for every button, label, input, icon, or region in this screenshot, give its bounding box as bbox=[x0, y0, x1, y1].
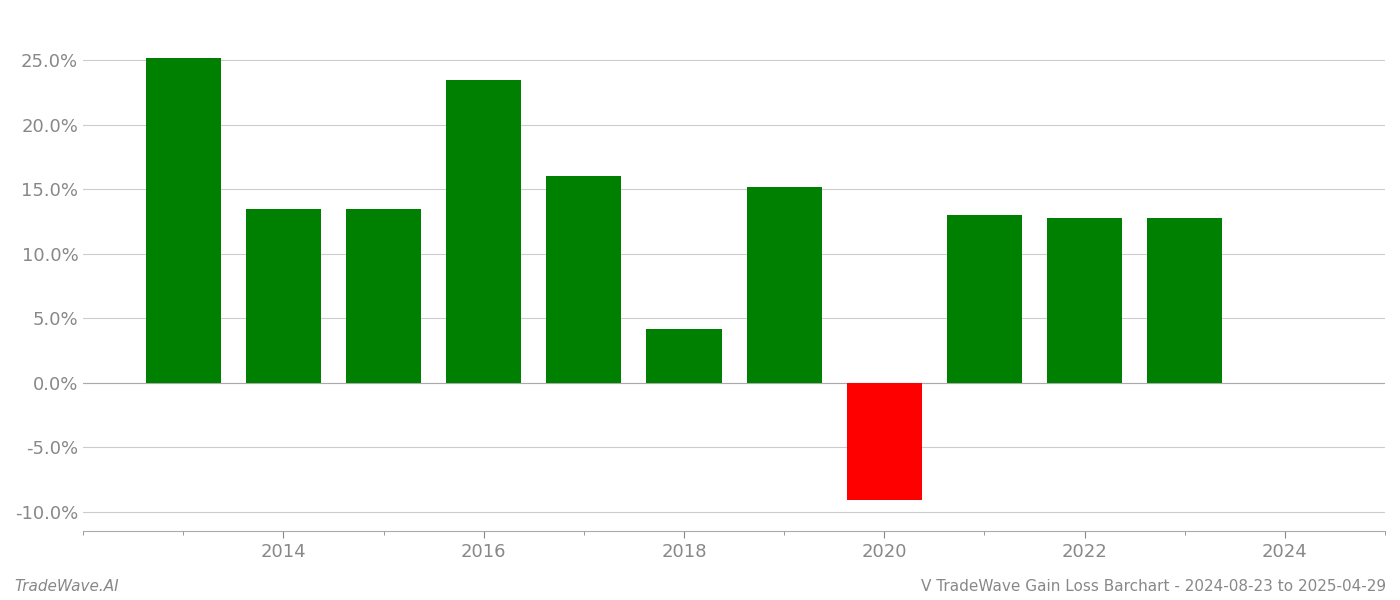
Bar bbox=[346, 209, 421, 383]
Bar bbox=[546, 176, 622, 383]
Bar bbox=[1147, 218, 1222, 383]
Bar bbox=[447, 80, 521, 383]
Bar bbox=[746, 187, 822, 383]
Bar bbox=[146, 58, 221, 383]
Text: V TradeWave Gain Loss Barchart - 2024-08-23 to 2025-04-29: V TradeWave Gain Loss Barchart - 2024-08… bbox=[921, 579, 1386, 594]
Text: TradeWave.AI: TradeWave.AI bbox=[14, 579, 119, 594]
Bar bbox=[946, 215, 1022, 383]
Bar bbox=[647, 329, 721, 383]
Bar bbox=[847, 383, 921, 500]
Bar bbox=[246, 209, 321, 383]
Bar bbox=[1047, 218, 1123, 383]
